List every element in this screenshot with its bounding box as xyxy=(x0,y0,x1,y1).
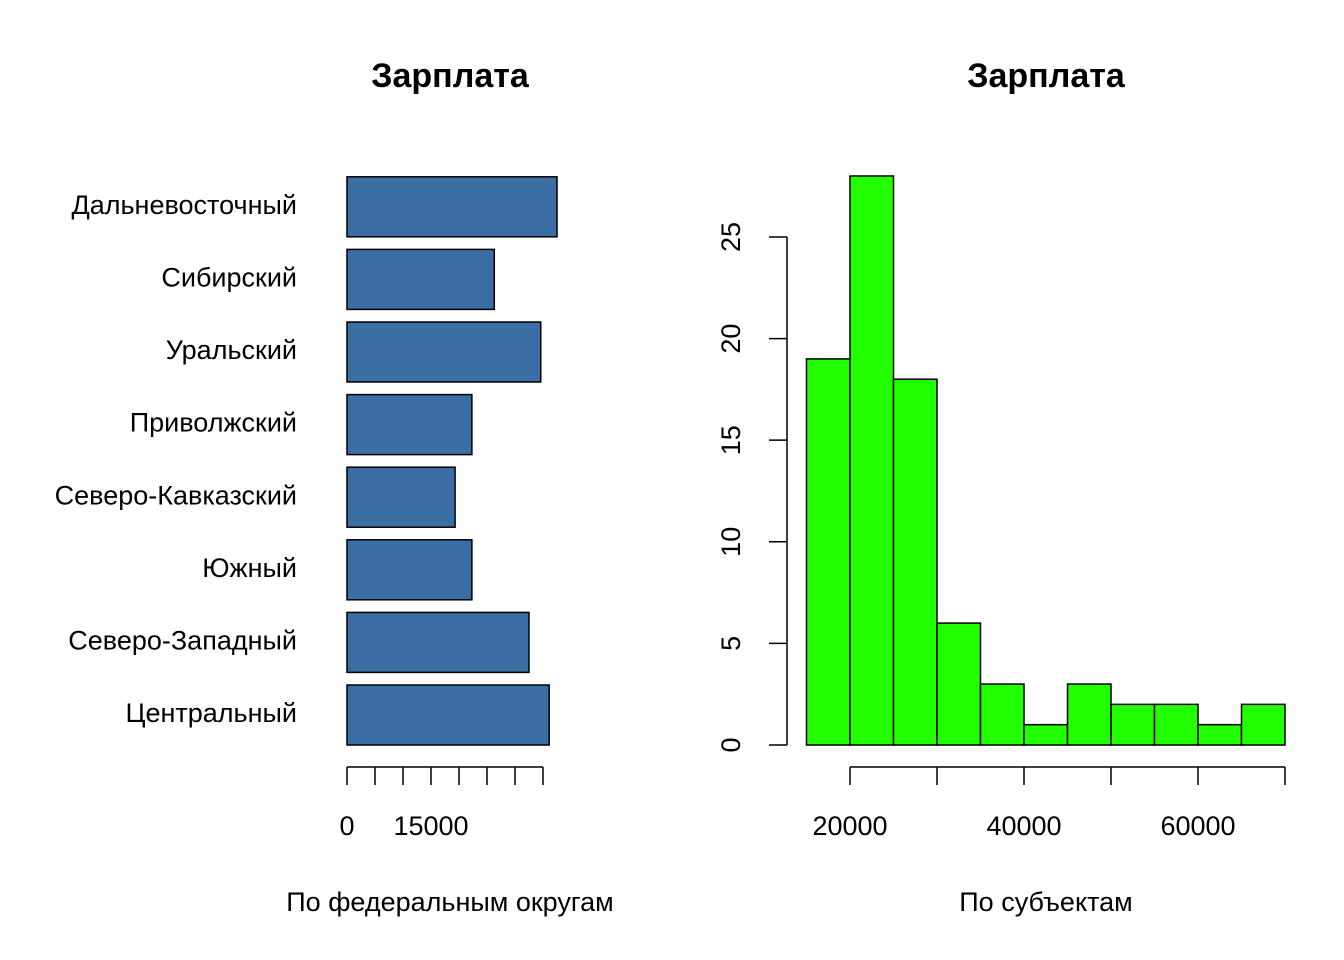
y-tick-label: Приволжский xyxy=(130,408,297,438)
chart-title: Зарплата xyxy=(967,57,1126,95)
histogram-bar xyxy=(1110,703,1156,746)
chart-title: Зарплата xyxy=(371,57,530,95)
y-tick-label: Уральский xyxy=(166,335,297,365)
y-tick-label: Центральный xyxy=(125,698,297,728)
histogram-bar xyxy=(805,358,851,746)
bar xyxy=(346,539,473,601)
bar xyxy=(346,466,456,528)
y-tick-label: Сибирский xyxy=(161,263,297,293)
y-tick-label: 5 xyxy=(716,636,746,651)
bar xyxy=(346,611,530,674)
bar xyxy=(346,321,542,383)
y-tick-label: 0 xyxy=(716,737,746,752)
bar xyxy=(346,248,496,311)
y-tick-label: Северо-Кавказский xyxy=(55,480,297,510)
histogram-bar xyxy=(1197,723,1243,746)
y-tick-label: Северо-Западный xyxy=(68,626,297,656)
y-tick-label: 15 xyxy=(716,425,746,455)
x-tick-label: 20000 xyxy=(812,811,887,841)
y-tick-label: 10 xyxy=(716,527,746,557)
histogram-bar xyxy=(1240,703,1286,746)
bar xyxy=(346,684,550,746)
histogram-bar xyxy=(892,378,938,746)
x-tick-label: 15000 xyxy=(393,811,468,841)
y-tick-label: Дальневосточный xyxy=(71,190,297,220)
y-tick-label: 20 xyxy=(716,324,746,354)
histogram-bar xyxy=(1153,703,1199,746)
x-axis-label: По федеральным округам xyxy=(286,887,613,917)
bar xyxy=(346,176,558,238)
histogram-bar xyxy=(849,175,895,746)
histogram-bar xyxy=(936,622,982,746)
x-axis-label: По субъектам xyxy=(959,887,1132,917)
x-tick-label: 0 xyxy=(339,811,354,841)
histogram-bar xyxy=(1023,723,1069,746)
x-tick-label: 60000 xyxy=(1160,811,1235,841)
y-tick-label: Южный xyxy=(202,553,297,583)
x-tick-label: 40000 xyxy=(986,811,1061,841)
y-tick-label: 25 xyxy=(716,222,746,252)
histogram-bar xyxy=(979,683,1025,746)
bar xyxy=(346,393,473,456)
histogram-bar xyxy=(1066,683,1112,746)
